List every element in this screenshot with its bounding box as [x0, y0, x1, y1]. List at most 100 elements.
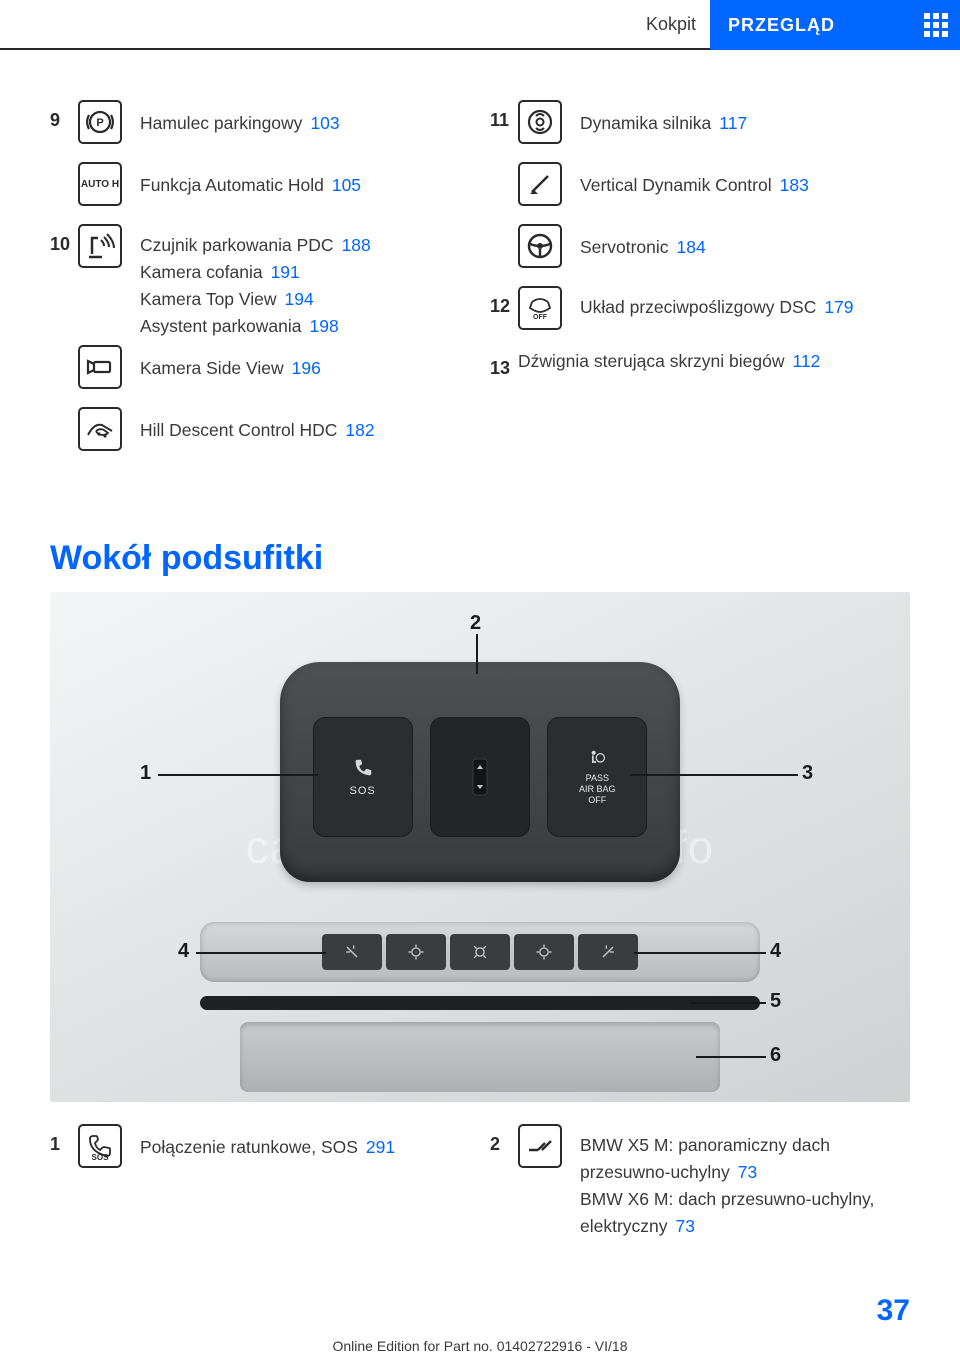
- item-desc: Funkcja Automatic Hold 105: [140, 162, 361, 199]
- item-text: Hill Descent Control HDC: [140, 420, 337, 440]
- dsc-off-icon: OFF: [518, 286, 562, 330]
- svg-text:OFF: OFF: [533, 314, 548, 321]
- engine-dynamics-icon: [518, 100, 562, 144]
- page-ref[interactable]: 191: [271, 262, 300, 282]
- section-name: Kokpit: [646, 14, 696, 35]
- page-ref[interactable]: 73: [738, 1162, 757, 1182]
- item-text: Połączenie ratunkowe, SOS: [140, 1137, 358, 1157]
- light-button: [386, 934, 446, 970]
- page-content: 9 P Hamulec parkingowy103 . AUTO H Funkc…: [0, 50, 960, 1258]
- item-desc: Hamulec parkingowy 103: [140, 100, 340, 137]
- airbag-indicator: PASSAIR BAGOFF: [547, 717, 647, 837]
- list-item: . Hill Descent Control HDC182: [50, 407, 470, 451]
- item-text: Hamulec parkingowy: [140, 113, 302, 133]
- list-item: . AUTO H Funkcja Automatic Hold105: [50, 162, 470, 206]
- item-text: Funkcja Automatic Hold: [140, 175, 324, 195]
- storage-slot: [200, 996, 760, 1010]
- callout-number: 6: [770, 1044, 781, 1067]
- item-number: 10: [50, 224, 78, 255]
- callout-line: [158, 774, 318, 776]
- item-desc: Kamera Side View 196: [140, 345, 321, 382]
- auto-hold-icon: AUTO H: [78, 162, 122, 206]
- item-text: Vertical Dynamik Control: [580, 175, 772, 195]
- page-ref[interactable]: 117: [719, 113, 747, 133]
- page-ref[interactable]: 291: [366, 1137, 395, 1157]
- item-number: 1: [50, 1124, 78, 1155]
- light-button: [450, 934, 510, 970]
- list-item: . Vertical Dynamik Control183: [490, 162, 910, 206]
- item-desc: Połączenie ratunkowe, SOS 291: [140, 1124, 395, 1161]
- list-item: 13 Dźwignia sterująca skrzyni biegów 112: [490, 348, 910, 379]
- item-text: Servotronic: [580, 237, 669, 257]
- section-heading: Wokół podsufitki: [50, 539, 910, 578]
- page-ref[interactable]: 184: [677, 237, 706, 257]
- overhead-console: SOS PASSAIR BAGOFF: [280, 662, 680, 882]
- item-desc: Hill Descent Control HDC 182: [140, 407, 375, 444]
- parking-brake-icon: P: [78, 100, 122, 144]
- page-ref[interactable]: 73: [676, 1216, 695, 1236]
- rocker-button: [430, 717, 530, 837]
- page-ref[interactable]: 179: [824, 297, 853, 317]
- item-number: 13: [490, 348, 518, 379]
- pdc-sensor-icon: [78, 224, 122, 268]
- item-number: 2: [490, 1124, 518, 1155]
- hdc-icon: [78, 407, 122, 451]
- item-text: Dynamika silnika: [580, 113, 711, 133]
- item-number: 12: [490, 286, 518, 317]
- page-ref[interactable]: 105: [332, 175, 361, 195]
- callout-line: [196, 952, 326, 954]
- callout-line: [476, 634, 478, 674]
- sunroof-icon: [518, 1124, 562, 1168]
- left-column: 9 P Hamulec parkingowy103 . AUTO H Funkc…: [50, 100, 470, 469]
- page-ref[interactable]: 196: [292, 358, 321, 378]
- page-ref[interactable]: 112: [793, 351, 821, 371]
- light-button: [578, 934, 638, 970]
- item-text: Kamera Top View: [140, 289, 277, 309]
- footer-text: Online Edition for Part no. 01402722916 …: [0, 1338, 960, 1354]
- page-ref[interactable]: 188: [342, 235, 371, 255]
- callout-number: 4: [178, 940, 189, 963]
- sos-icon: SOS: [78, 1124, 122, 1168]
- item-desc: Dynamika silnika 117: [580, 100, 747, 137]
- svg-text:P: P: [96, 117, 103, 129]
- steering-wheel-icon: [518, 224, 562, 268]
- page-header: Kokpit PRZEGLĄD: [0, 0, 960, 50]
- page-ref[interactable]: 182: [345, 420, 374, 440]
- list-item: 10 Czujnik parkowania PDC188 Kamera cofa…: [50, 224, 470, 341]
- callout-number: 5: [770, 990, 781, 1013]
- item-text: Układ przeciwpoślizgowy DSC: [580, 297, 816, 317]
- item-desc: Servotronic 184: [580, 224, 706, 261]
- item-text: Kamera Side View: [140, 358, 284, 378]
- callout-line: [690, 1002, 766, 1004]
- right-column: 11 Dynamika silnika117 . Vertical Dynami…: [490, 100, 910, 469]
- item-text: Czujnik parkowania PDC: [140, 235, 334, 255]
- page-ref[interactable]: 183: [780, 175, 809, 195]
- bottom-feature-columns: 1 SOS Połączenie ratunkowe, SOS 291 2 BMW…: [50, 1124, 910, 1259]
- list-item: . Kamera Side View196: [50, 345, 470, 389]
- light-button: [322, 934, 382, 970]
- page-ref[interactable]: 198: [309, 316, 338, 336]
- page-ref[interactable]: 103: [310, 113, 339, 133]
- item-number: 11: [490, 100, 518, 131]
- list-item: 11 Dynamika silnika 117: [490, 100, 910, 144]
- item-text: Dźwignia sterująca skrzyni biegów: [518, 351, 785, 371]
- item-text: BMW X6 M: dach przesuwno-uchylny, elektr…: [580, 1189, 874, 1236]
- bottom-right-column: 2 BMW X5 M: panoramiczny dach przesuwno-…: [490, 1124, 910, 1259]
- callout-number: 3: [802, 762, 813, 785]
- headliner-illustration: carmanualsonline.info SOS PASSAIR BAGOFF: [50, 592, 910, 1102]
- item-desc: Dźwignia sterująca skrzyni biegów 112: [518, 348, 820, 375]
- callout-number: 2: [470, 612, 481, 635]
- item-desc: Czujnik parkowania PDC188 Kamera cofania…: [140, 224, 371, 341]
- list-item: 12 OFF Układ przeciwpoślizgowy DSC 179: [490, 286, 910, 330]
- item-number: 9: [50, 100, 78, 131]
- item-desc: BMW X5 M: panoramiczny dach przesuwno-uc…: [580, 1124, 910, 1241]
- list-item: 2 BMW X5 M: panoramiczny dach przesuwno-…: [490, 1124, 910, 1241]
- page-number: 37: [877, 1294, 910, 1328]
- page-ref[interactable]: 194: [285, 289, 314, 309]
- callout-number: 1: [140, 762, 151, 785]
- sos-button: SOS: [313, 717, 413, 837]
- svg-text:SOS: SOS: [92, 1153, 110, 1162]
- header-section-label: Kokpit: [0, 0, 710, 50]
- item-text: BMW X5 M: panoramiczny dach przesuwno-uc…: [580, 1135, 830, 1182]
- light-button: [514, 934, 574, 970]
